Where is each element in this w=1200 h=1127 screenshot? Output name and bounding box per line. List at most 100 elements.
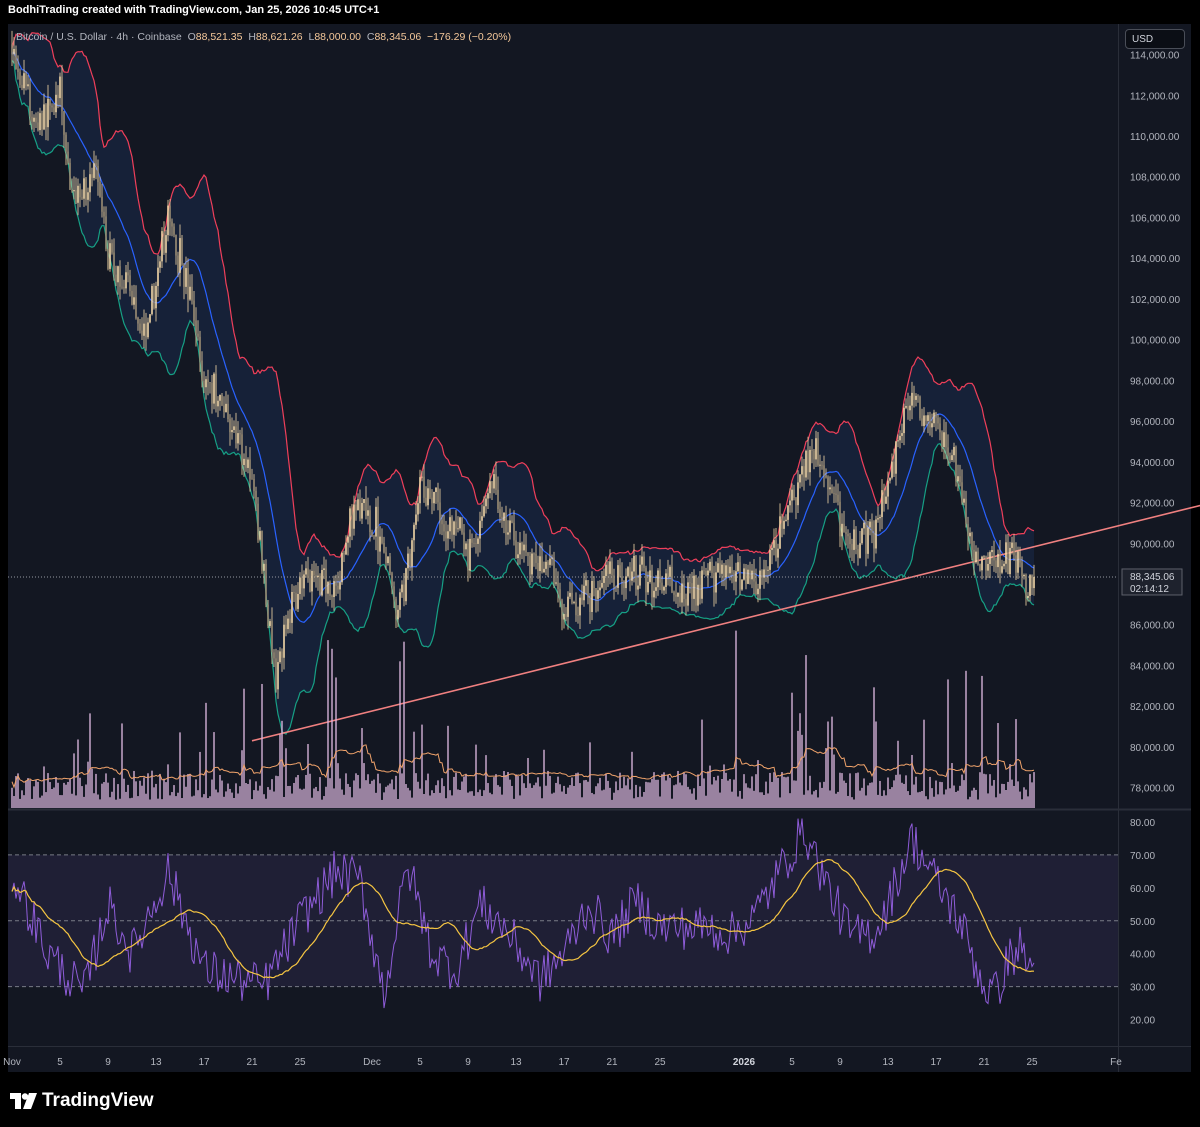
candle[interactable] [345,535,347,556]
volume-bar[interactable] [559,784,561,808]
candle[interactable] [605,556,607,591]
candle[interactable] [933,409,935,428]
candle[interactable] [211,374,213,414]
candle[interactable] [273,649,275,667]
volume-bar[interactable] [883,790,885,808]
volume-bar[interactable] [473,795,475,808]
candle[interactable] [287,610,289,634]
candle[interactable] [1001,559,1003,575]
volume-bar[interactable] [201,797,203,808]
candle[interactable] [689,573,691,594]
candle[interactable] [717,557,719,573]
volume-bar[interactable] [283,796,285,808]
volume-bar[interactable] [1007,781,1009,808]
volume-bar[interactable] [909,795,911,808]
candle[interactable] [1009,541,1011,577]
candle[interactable] [799,474,801,489]
candle[interactable] [497,476,499,513]
volume-bar[interactable] [143,777,145,808]
candle[interactable] [943,419,945,460]
candle[interactable] [763,559,765,589]
volume-bar[interactable] [1019,791,1021,808]
volume-bar[interactable] [647,782,649,808]
volume-bar[interactable] [989,774,991,808]
volume-bar[interactable] [643,792,645,808]
volume-bar[interactable] [325,786,327,808]
volume-bar[interactable] [535,782,537,808]
candle[interactable] [991,546,993,567]
volume-bar[interactable] [895,774,897,808]
candle[interactable] [661,575,663,594]
volume-bar[interactable] [259,785,261,808]
candle[interactable] [169,199,171,236]
volume-bar[interactable] [155,783,157,808]
candle[interactable] [873,520,875,563]
volume-bar[interactable] [373,779,375,808]
candle[interactable] [953,442,955,463]
volume-bar[interactable] [817,797,819,808]
candle[interactable] [705,567,707,577]
volume-bar[interactable] [601,790,603,808]
volume-bar[interactable] [225,791,227,808]
volume-bar[interactable] [619,772,621,808]
candle[interactable] [317,566,319,591]
volume-bar[interactable] [211,779,213,808]
candle[interactable] [171,218,173,237]
volume-bar[interactable] [861,787,863,808]
volume-bar[interactable] [353,780,355,808]
volume-bar[interactable] [849,773,851,808]
volume-bar[interactable] [133,770,135,808]
candle[interactable] [315,563,317,588]
candle[interactable] [245,445,247,472]
candle[interactable] [349,506,351,548]
volume-bar[interactable] [301,789,303,808]
candle[interactable] [399,588,401,618]
candle[interactable] [509,508,511,540]
volume-bar[interactable] [709,765,711,808]
volume-bar[interactable] [331,648,333,808]
candle[interactable] [423,464,425,503]
volume-bar[interactable] [509,779,511,808]
volume-bar[interactable] [127,784,129,808]
volume-bar[interactable] [393,789,395,808]
volume-bar[interactable] [563,785,565,808]
candle[interactable] [949,452,951,464]
candle[interactable] [511,515,513,524]
candle[interactable] [979,563,981,572]
candle[interactable] [973,540,975,576]
volume-bar[interactable] [613,792,615,808]
volume-bar[interactable] [667,774,669,808]
candle[interactable] [135,285,137,320]
candle[interactable] [93,150,95,181]
candle[interactable] [981,555,983,580]
candle[interactable] [443,514,445,542]
volume-bar[interactable] [623,776,625,808]
volume-bar[interactable] [221,780,223,808]
volume-bar[interactable] [665,780,667,808]
candle[interactable] [937,414,939,430]
candle[interactable] [573,600,575,605]
volume-bar[interactable] [823,781,825,808]
volume-bar[interactable] [683,772,685,808]
candle[interactable] [437,482,439,511]
candle[interactable] [207,369,209,396]
volume-bar[interactable] [391,779,393,808]
volume-bar[interactable] [439,792,441,808]
candle[interactable] [465,541,467,557]
candle[interactable] [499,501,501,523]
candle[interactable] [773,528,775,556]
volume-bar[interactable] [513,798,515,808]
volume-bar[interactable] [673,785,675,808]
candle[interactable] [609,549,611,585]
candle[interactable] [129,269,131,297]
volume-bar[interactable] [493,777,495,808]
volume-bar[interactable] [339,778,341,808]
volume-bar[interactable] [555,782,557,808]
candle[interactable] [531,548,533,582]
candle[interactable] [719,552,721,578]
volume-bar[interactable] [801,734,803,808]
volume-bar[interactable] [585,779,587,808]
volume-bar[interactable] [249,779,251,808]
volume-bar[interactable] [171,792,173,808]
candle[interactable] [229,414,231,446]
